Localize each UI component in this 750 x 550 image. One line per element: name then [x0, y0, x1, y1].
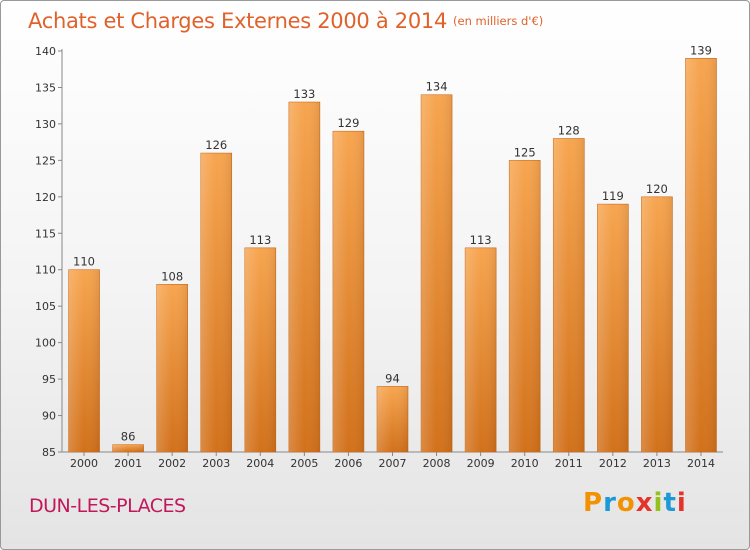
y-tick-label: 85 [42, 446, 56, 459]
x-tick-label: 2004 [246, 457, 274, 470]
bar-shade [553, 138, 585, 452]
data-label: 128 [558, 123, 580, 137]
bar-shade [597, 204, 629, 452]
logo-letter: i [653, 488, 664, 518]
data-label: 125 [514, 145, 536, 159]
x-tick-label: 2003 [202, 457, 230, 470]
chart-subtitle: (en milliers d'€) [453, 14, 544, 28]
proxiti-logo: Proxiti [583, 488, 687, 518]
data-label: 86 [121, 430, 136, 444]
data-label: 134 [426, 80, 448, 94]
logo-letter: o [616, 488, 636, 518]
y-tick-label: 110 [35, 264, 56, 277]
x-tick-label: 2006 [334, 457, 362, 470]
y-tick-label: 130 [35, 118, 56, 131]
y-tick-label: 135 [35, 81, 56, 94]
x-tick-label: 2014 [687, 457, 715, 470]
y-tick-label: 105 [35, 300, 56, 313]
data-label: 126 [205, 138, 227, 152]
logo-letter: i [676, 488, 687, 518]
title-text: Achats et Charges Externes 2000 à 2014 [28, 9, 448, 33]
x-tick-label: 2008 [423, 457, 451, 470]
x-tick-label: 2010 [511, 457, 539, 470]
bar-shade [200, 153, 232, 452]
data-label: 139 [690, 43, 712, 57]
chart-title: Achats et Charges Externes 2000 à 2014 (e… [28, 9, 543, 33]
x-tick-label: 2011 [555, 457, 583, 470]
logo-letter: t [663, 488, 677, 518]
y-tick-label: 95 [42, 373, 56, 386]
x-tick-label: 2001 [114, 457, 142, 470]
data-label: 113 [470, 233, 492, 247]
x-tick-label: 2002 [158, 457, 186, 470]
data-label: 110 [73, 255, 95, 269]
y-tick-label: 115 [35, 227, 56, 240]
y-tick-label: 90 [42, 410, 56, 423]
data-label: 120 [646, 182, 668, 196]
logo-letter: x [635, 488, 654, 518]
bar-shade [244, 247, 276, 452]
x-tick-label: 2012 [599, 457, 627, 470]
data-label: 108 [161, 269, 183, 283]
x-tick-label: 2007 [379, 457, 407, 470]
bar-shade [421, 94, 453, 452]
bar-shade [156, 284, 188, 452]
x-tick-label: 2009 [467, 457, 495, 470]
bar-shade [641, 196, 673, 452]
x-tick-label: 2013 [643, 457, 671, 470]
data-label: 133 [293, 87, 315, 101]
bar-shade [68, 269, 100, 452]
bar-shade [685, 58, 717, 453]
bar-shade [465, 247, 497, 452]
bar-shade [509, 160, 541, 452]
logo-letter: r [603, 488, 617, 518]
y-tick-label: 125 [35, 154, 56, 167]
axes: 85 90 95 100 105 110 115 120 125 130 135 140 2000 200… [35, 45, 723, 470]
bars [68, 57, 717, 453]
bar-shade [112, 444, 144, 452]
y-tick-label: 140 [35, 45, 56, 58]
logo-letter: P [583, 488, 604, 518]
value-labels: 110 86 108 126 113 133 129 94 134 113 125 128 119 120… [73, 43, 712, 443]
data-label: 113 [249, 233, 271, 247]
bar-shade [377, 386, 408, 452]
data-label: 129 [337, 116, 359, 130]
bar-shade [288, 102, 320, 452]
y-tick-label: 100 [35, 337, 56, 350]
data-label: 94 [385, 371, 400, 385]
bar-shade [332, 131, 364, 452]
place-name: DUN-LES-PLACES [29, 495, 186, 517]
x-tick-label: 2005 [290, 457, 318, 470]
x-tick-label: 2000 [70, 457, 98, 470]
data-label: 119 [602, 189, 624, 203]
y-tick-label: 120 [35, 191, 56, 204]
